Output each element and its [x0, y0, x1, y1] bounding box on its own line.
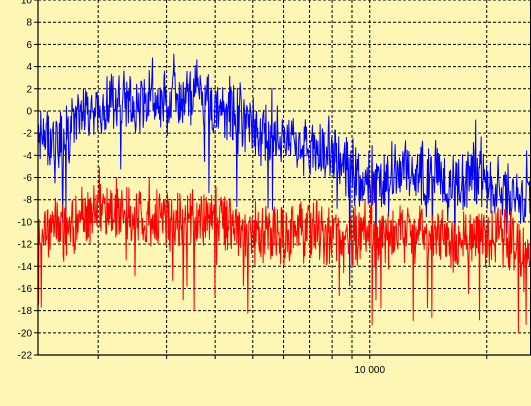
y-tick-label: 0: [26, 106, 32, 117]
y-tick-label: -10: [18, 217, 33, 228]
y-tick-label: -22: [18, 351, 33, 362]
y-tick-label: -16: [18, 284, 33, 295]
y-tick-label: 8: [26, 18, 32, 29]
tick-labels: 10 8 6 4 2 0 -2 -4 -6 -8 -10 -12 -14 -16 -18 -20 -22 10 0…: [18, 0, 386, 376]
data-series: [37, 53, 531, 334]
y-tick-label: -14: [18, 262, 33, 273]
y-tick-label: -2: [23, 129, 32, 140]
x-tick-label: 10 000: [354, 365, 385, 376]
y-tick-label: -18: [18, 306, 33, 317]
y-tick-label: -20: [18, 328, 33, 339]
y-tick-label: 2: [26, 84, 32, 95]
y-tick-label: -8: [23, 195, 32, 206]
y-tick-label: -6: [23, 173, 32, 184]
y-tick-label: 6: [26, 40, 32, 51]
series-line: [37, 166, 531, 334]
y-tick-label: -4: [23, 151, 32, 162]
series-line: [37, 53, 531, 294]
y-tick-label: 4: [26, 62, 32, 73]
y-tick-label: 10: [21, 0, 33, 7]
y-tick-label: -12: [18, 240, 33, 251]
